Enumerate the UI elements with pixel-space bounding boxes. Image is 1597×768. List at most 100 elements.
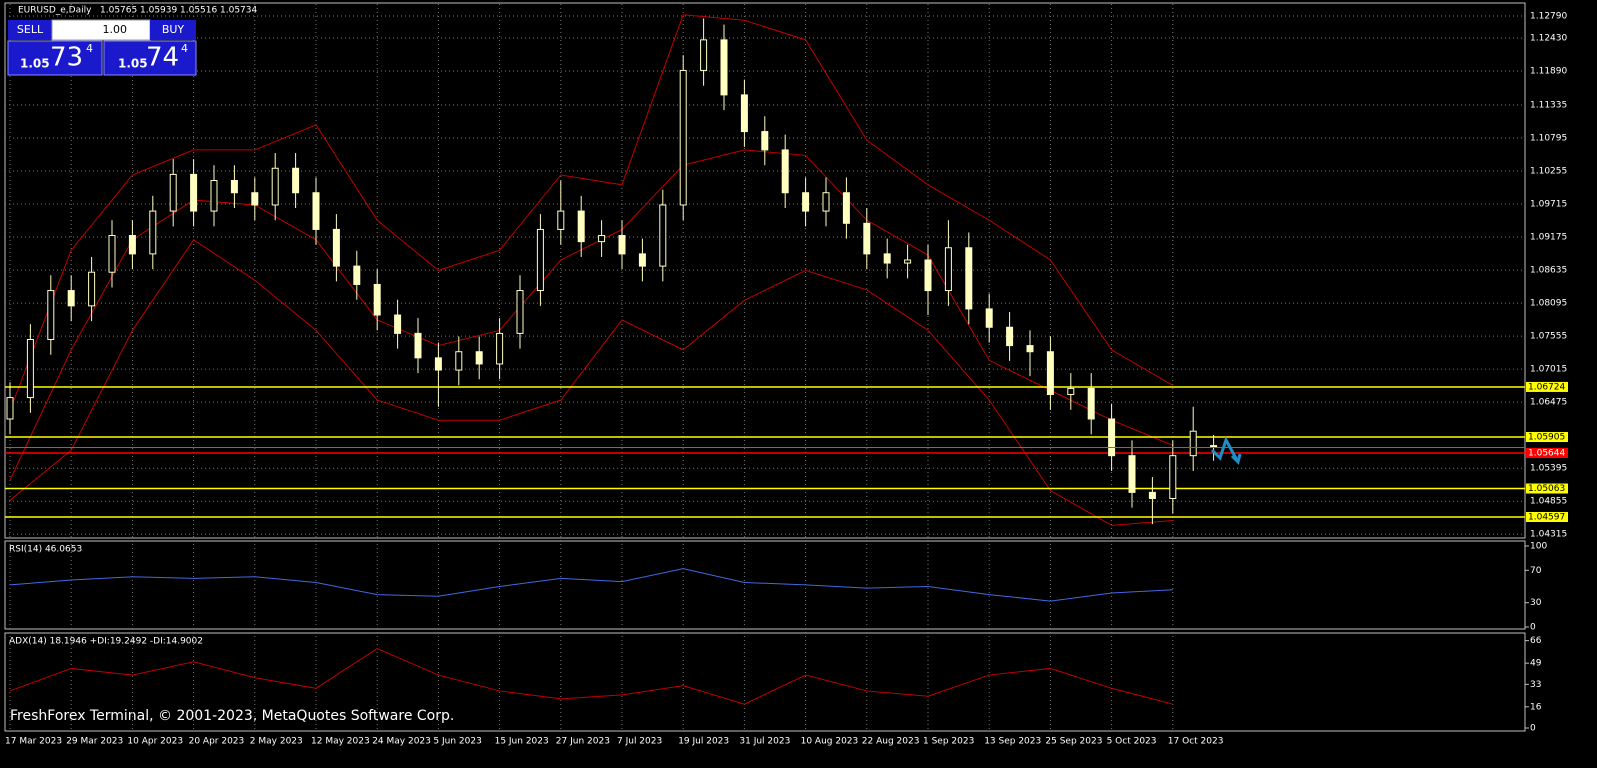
candle-body bbox=[47, 290, 55, 340]
y-tick-label: 1.11335 bbox=[1530, 100, 1567, 110]
candle-body bbox=[332, 228, 340, 267]
y-tick-label: 1.04855 bbox=[1530, 497, 1567, 507]
candle-body bbox=[496, 332, 504, 365]
level-label: 1.05644 bbox=[1528, 448, 1565, 458]
candle-body bbox=[536, 228, 544, 292]
indicator-line bbox=[9, 568, 1173, 602]
candle-body bbox=[88, 271, 96, 307]
level-tag bbox=[1526, 381, 1568, 392]
candle-body bbox=[1148, 491, 1156, 499]
level-tag bbox=[1526, 432, 1568, 443]
candle-body bbox=[659, 204, 667, 267]
candle-body bbox=[292, 167, 300, 194]
candle-body bbox=[1128, 455, 1136, 493]
candle-body bbox=[740, 94, 748, 133]
candle-body bbox=[781, 149, 789, 194]
x-tick-label: 2 May 2023 bbox=[250, 737, 303, 747]
candle-body bbox=[761, 131, 769, 151]
candle-body bbox=[516, 290, 524, 334]
adx-frame bbox=[4, 632, 1526, 732]
candle-body bbox=[842, 192, 850, 224]
x-tick-label: 22 Aug 2023 bbox=[862, 737, 920, 747]
x-tick-label: 19 Jul 2023 bbox=[678, 737, 729, 747]
candle-body bbox=[169, 173, 177, 212]
y-tick-label: 1.07015 bbox=[1530, 365, 1567, 375]
level-label: 1.05063 bbox=[1528, 484, 1565, 494]
x-tick-label: 5 Jun 2023 bbox=[433, 737, 481, 747]
candle-body bbox=[149, 210, 157, 255]
x-tick-label: 17 Oct 2023 bbox=[1168, 737, 1224, 747]
candle-body bbox=[1108, 418, 1116, 457]
candle-body bbox=[700, 39, 708, 71]
low: 1.05516 bbox=[180, 6, 217, 16]
candle-body bbox=[638, 253, 646, 267]
x-tick-label: 25 Sep 2023 bbox=[1045, 737, 1102, 747]
candle-body bbox=[904, 259, 912, 264]
buy-sup: 4 bbox=[181, 42, 188, 55]
candle-body bbox=[251, 192, 259, 206]
level-tag bbox=[1526, 512, 1568, 523]
y-tick-label: 1.09715 bbox=[1530, 200, 1567, 210]
indicator-line bbox=[9, 648, 1173, 705]
candle-body bbox=[128, 235, 136, 255]
y-tick-label: 1.10795 bbox=[1530, 134, 1567, 144]
y-tick-label: 1.04315 bbox=[1530, 530, 1567, 540]
sell-main: 73 bbox=[50, 43, 83, 73]
close: 1.05734 bbox=[220, 6, 257, 16]
bollinger-upper bbox=[9, 14, 1174, 411]
y-tick-label: 1.12790 bbox=[1530, 12, 1567, 22]
candle-body bbox=[1046, 351, 1054, 396]
lot-input[interactable] bbox=[51, 19, 151, 41]
buy-price-box[interactable] bbox=[103, 40, 197, 76]
candle-body bbox=[1067, 387, 1075, 396]
candle-body bbox=[67, 290, 75, 307]
x-tick-label: 12 May 2023 bbox=[311, 737, 370, 747]
y-tick-label: 100 bbox=[1530, 542, 1547, 552]
candle-body bbox=[883, 253, 891, 264]
y-tick-label: 70 bbox=[1530, 566, 1542, 576]
y-tick-label: 1.06475 bbox=[1530, 398, 1567, 408]
candle-body bbox=[455, 351, 463, 371]
rsi-frame bbox=[4, 540, 1526, 630]
lot[interactable]: 1.00 bbox=[103, 23, 128, 36]
y-tick-label: 66 bbox=[1530, 636, 1542, 646]
candle-body bbox=[985, 308, 993, 328]
candle-body bbox=[108, 235, 116, 273]
buy-button[interactable] bbox=[150, 20, 196, 40]
candle-body bbox=[965, 247, 973, 310]
candle-body bbox=[944, 247, 952, 292]
level-label: 1.06724 bbox=[1528, 382, 1565, 392]
x-tick-label: 13 Sep 2023 bbox=[984, 737, 1041, 747]
candle-body bbox=[924, 259, 932, 292]
bollinger-middle bbox=[9, 149, 1173, 481]
level-label: 1.05905 bbox=[1528, 433, 1565, 443]
candle-body bbox=[414, 332, 422, 359]
sell-sup: 4 bbox=[86, 42, 93, 55]
y-tick-label: 1.11890 bbox=[1530, 67, 1567, 77]
candle-body bbox=[353, 265, 361, 285]
candle-body bbox=[720, 39, 728, 96]
sell-button[interactable] bbox=[8, 20, 52, 40]
candle-body bbox=[475, 351, 483, 365]
candle-body bbox=[230, 179, 238, 194]
sell-prefix: 1.05 bbox=[20, 57, 50, 71]
buy-label[interactable]: BUY bbox=[162, 23, 185, 36]
candle-body bbox=[618, 235, 626, 255]
x-tick-label: 31 Jul 2023 bbox=[739, 737, 790, 747]
sell-label[interactable]: SELL bbox=[17, 23, 44, 36]
y-tick-label: 49 bbox=[1530, 659, 1542, 669]
candle-body bbox=[190, 173, 198, 212]
level-tag bbox=[1526, 483, 1568, 494]
trade-panel: SELL 1.00 BUY 1.05 73 4 1.05 74 4 bbox=[7, 19, 197, 76]
sell-price-box[interactable] bbox=[7, 40, 103, 76]
candle-body bbox=[863, 222, 871, 255]
candle-body bbox=[598, 235, 606, 243]
buy-main: 74 bbox=[146, 43, 179, 73]
footer: FreshForex Terminal, © 2001-2023, MetaQu… bbox=[10, 708, 454, 724]
candle-body bbox=[271, 167, 279, 206]
y-tick-label: 1.05395 bbox=[1530, 464, 1567, 474]
candle-body bbox=[210, 179, 218, 212]
candle-body bbox=[802, 192, 810, 212]
y-tick-label: 1.10255 bbox=[1530, 167, 1567, 177]
